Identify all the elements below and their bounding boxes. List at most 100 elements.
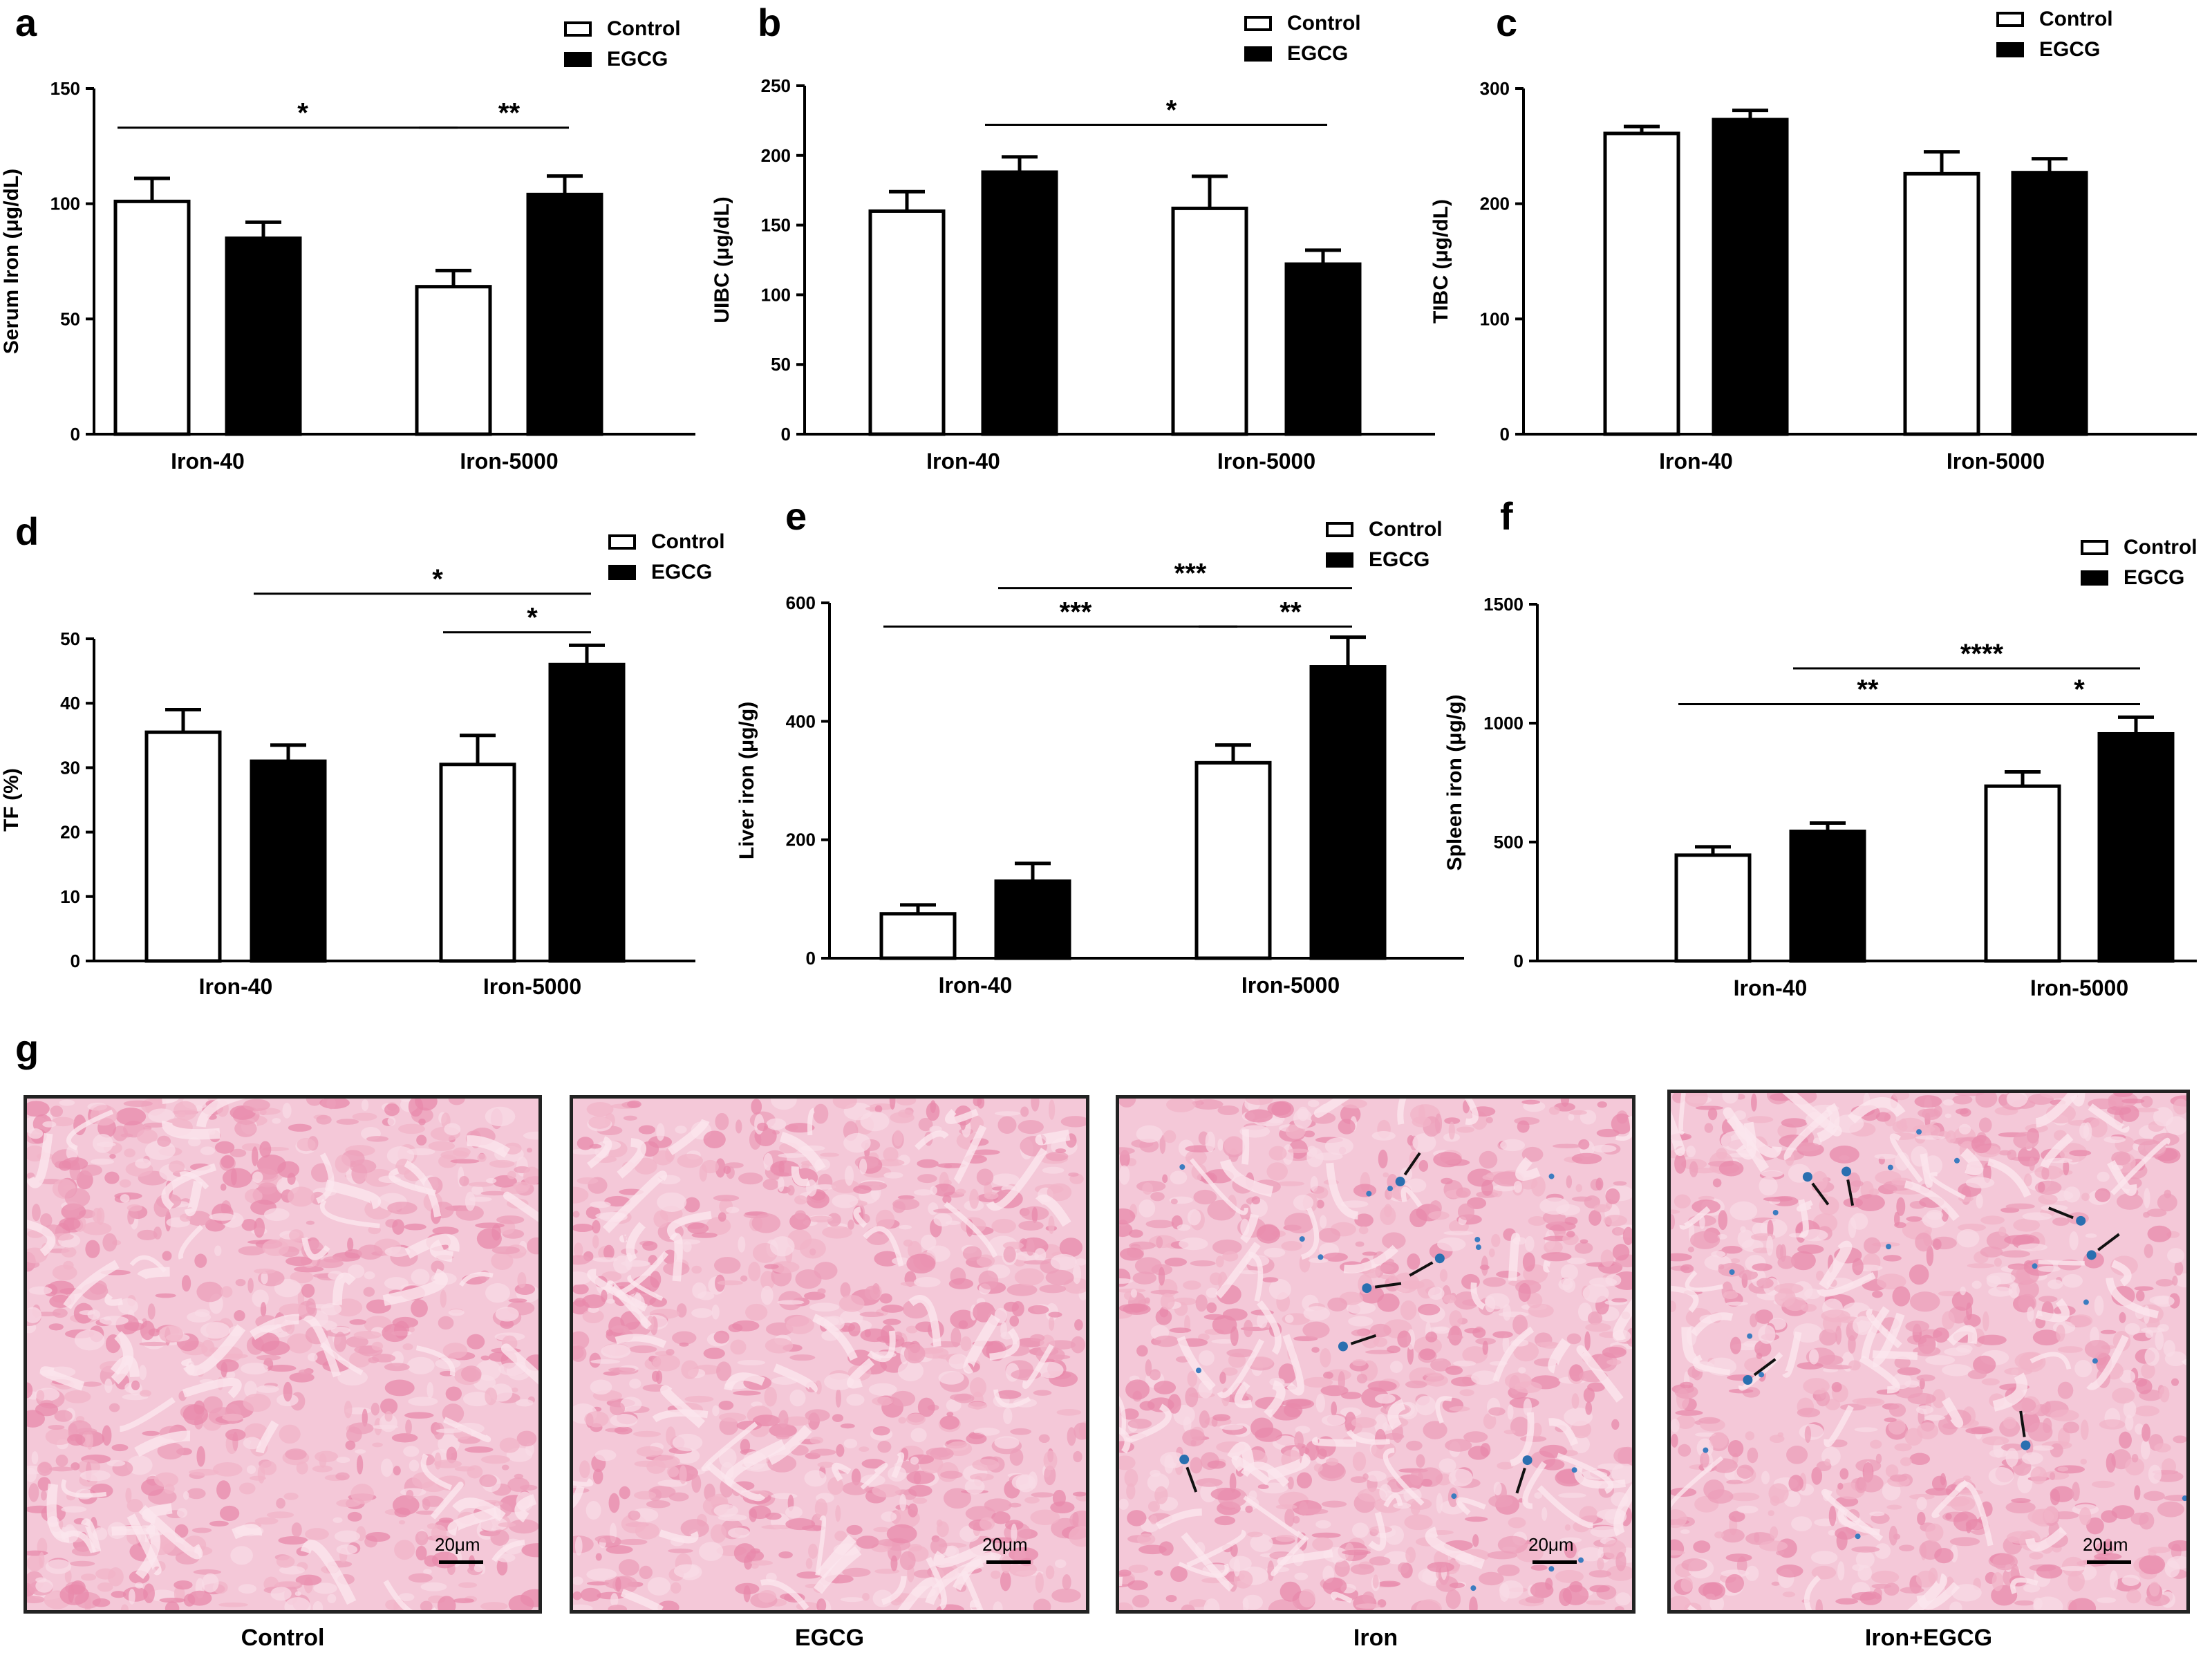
tissue-cell	[1472, 1534, 1479, 1547]
iron-deposit	[1743, 1375, 1753, 1385]
tissue-cell	[906, 1470, 935, 1484]
tissue-cell	[814, 1498, 828, 1519]
tissue-cell	[1449, 1582, 1465, 1589]
tissue-sinus	[953, 1124, 987, 1184]
tissue-cell	[415, 1510, 437, 1515]
tissue-cell	[808, 1215, 834, 1223]
tissue-cell	[1429, 1327, 1448, 1332]
tissue-cell	[657, 1479, 688, 1487]
tissue-cell	[1584, 1331, 1591, 1351]
tissue-cell	[730, 1339, 747, 1355]
bar-egcg-iron-40	[981, 170, 1058, 436]
tissue-cell	[1209, 1272, 1223, 1286]
tissue-cell	[735, 1119, 742, 1134]
tissue-sinus	[2107, 1160, 2137, 1196]
tissue-sinus	[944, 1202, 998, 1258]
x-tick-label: Iron-40	[939, 973, 1013, 998]
tissue-cell	[2005, 1501, 2036, 1514]
tissue-cell	[247, 1278, 254, 1294]
tissue-cell	[76, 1428, 97, 1435]
tissue-cell	[868, 1383, 897, 1397]
tissue-cell	[365, 1531, 391, 1542]
tissue-cell	[234, 1119, 257, 1137]
tissue-sinus	[196, 1099, 246, 1128]
tissue-cell	[279, 1303, 309, 1316]
tissue-cell	[1587, 1311, 1603, 1325]
tissue-cell	[1884, 1582, 1900, 1596]
tissue-cell	[1164, 1258, 1188, 1267]
tissue-cell	[1870, 1439, 1882, 1449]
tissue-cell	[1541, 1506, 1548, 1521]
tissue-sinus	[1181, 1532, 1234, 1592]
iron-deposit	[1474, 1236, 1481, 1242]
tissue-sinus	[1331, 1591, 1353, 1604]
tissue-cell	[819, 1152, 840, 1157]
tissue-cell	[120, 1604, 129, 1610]
tissue-cell	[586, 1102, 614, 1117]
tissue-cell	[1283, 1403, 1303, 1418]
tissue-cell	[1023, 1260, 1050, 1265]
tissue-cell	[1245, 1099, 1273, 1105]
tissue-cell	[460, 1365, 482, 1383]
tissue-cell	[409, 1327, 415, 1333]
tissue-cell	[1562, 1585, 1589, 1605]
tissue-cell	[475, 1222, 505, 1229]
tissue-sinus	[1798, 1199, 1809, 1238]
tissue-cell	[1499, 1580, 1524, 1599]
tissue-cell	[402, 1343, 413, 1350]
bar-egcg-iron-40	[1712, 118, 1789, 436]
tissue-cell	[283, 1493, 299, 1500]
tissue-cell	[761, 1524, 792, 1530]
tissue-cell	[1564, 1408, 1593, 1426]
tissue-cell	[2136, 1290, 2145, 1302]
tissue-cell	[2144, 1347, 2159, 1366]
tissue-sinus	[178, 1224, 204, 1260]
tissue-cell	[609, 1401, 626, 1416]
tissue-cell	[1488, 1407, 1506, 1416]
iron-deposit	[1916, 1129, 1922, 1135]
tissue-cell	[1611, 1113, 1632, 1135]
y-tick-label: 0	[71, 951, 80, 971]
caption-iron: Iron	[1353, 1625, 1398, 1651]
tissue-texture	[1119, 1099, 1632, 1610]
tissue-cell	[928, 1202, 939, 1215]
tissue-cell	[254, 1268, 276, 1274]
tissue-cell	[668, 1492, 689, 1502]
tissue-cell	[1271, 1101, 1294, 1119]
tissue-cell	[749, 1505, 771, 1520]
x-tick-label: Iron-5000	[1947, 449, 2045, 474]
tissue-sinus	[2030, 1352, 2072, 1370]
iron-deposit	[1470, 1585, 1477, 1591]
tissue-cell	[244, 1381, 257, 1398]
tissue-cell	[423, 1569, 432, 1575]
tissue-cell	[362, 1408, 368, 1427]
tissue-cell	[380, 1458, 393, 1477]
tissue-cell	[808, 1543, 818, 1559]
tissue-cell	[1338, 1119, 1356, 1135]
tissue-cell	[1684, 1093, 1708, 1108]
tissue-cell	[261, 1341, 290, 1356]
tissue-cell	[1182, 1429, 1206, 1447]
tissue-cell	[2057, 1346, 2083, 1353]
tissue-cell	[1003, 1408, 1013, 1425]
tissue-cell	[1206, 1302, 1217, 1314]
tissue-sinus	[1470, 1282, 1486, 1310]
tissue-cell	[653, 1210, 668, 1228]
tissue-cell	[2141, 1363, 2155, 1379]
tissue-cell	[1707, 1489, 1734, 1504]
tissue-cell	[2155, 1279, 2174, 1287]
tissue-cell	[652, 1354, 681, 1372]
tissue-cell	[1318, 1228, 1341, 1243]
tissue-cell	[608, 1367, 636, 1372]
tissue-cell	[2032, 1329, 2061, 1346]
tissue-cell	[872, 1484, 901, 1497]
tissue-cell	[1828, 1529, 1836, 1536]
tissue-cell	[1018, 1220, 1044, 1231]
tissue-cell	[27, 1101, 50, 1117]
tissue-cell	[1730, 1258, 1741, 1264]
arrow-icon	[2019, 1410, 2026, 1437]
tissue-cell	[222, 1413, 244, 1421]
tissue-cell	[92, 1134, 113, 1153]
tissue-cell	[672, 1331, 697, 1345]
